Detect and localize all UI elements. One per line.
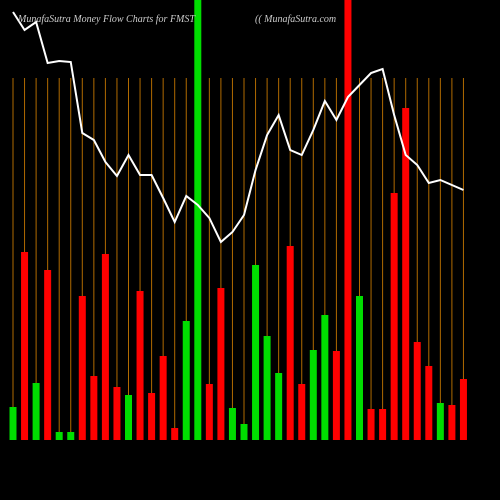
chart-subtitle: (( MunafaSutra.com <box>255 14 336 25</box>
bar <box>286 246 294 440</box>
bar <box>309 350 317 440</box>
bar <box>90 376 98 440</box>
bar <box>194 0 202 440</box>
bar <box>356 296 363 440</box>
bar <box>9 407 17 440</box>
bar <box>32 383 40 440</box>
bar <box>159 356 167 440</box>
bar <box>390 193 398 440</box>
price-line <box>12 11 464 244</box>
bar <box>379 409 387 440</box>
bar <box>171 428 179 440</box>
bar <box>125 395 132 440</box>
bar <box>217 288 225 440</box>
bar <box>55 432 63 440</box>
bar <box>136 291 144 440</box>
bar <box>448 405 456 440</box>
bar <box>228 408 236 440</box>
bar <box>344 0 352 440</box>
bar <box>252 265 260 440</box>
bar <box>182 321 190 440</box>
bar <box>275 373 283 440</box>
bar <box>113 387 121 440</box>
bar <box>240 424 248 440</box>
bar <box>425 366 433 440</box>
bar <box>263 336 271 440</box>
bar <box>298 384 306 440</box>
bar <box>101 254 109 440</box>
bar <box>413 342 421 440</box>
bar <box>459 379 467 440</box>
bar <box>67 432 75 440</box>
bar <box>205 384 213 440</box>
chart-title: MunafaSutra Money Flow Charts for FMST <box>17 14 196 25</box>
bar <box>148 393 156 440</box>
bar <box>436 403 444 440</box>
bar <box>321 315 329 440</box>
bar <box>21 252 29 440</box>
bar <box>78 296 86 440</box>
bar <box>402 108 410 440</box>
bar <box>332 351 340 440</box>
bar <box>44 270 52 440</box>
bar <box>367 409 375 440</box>
